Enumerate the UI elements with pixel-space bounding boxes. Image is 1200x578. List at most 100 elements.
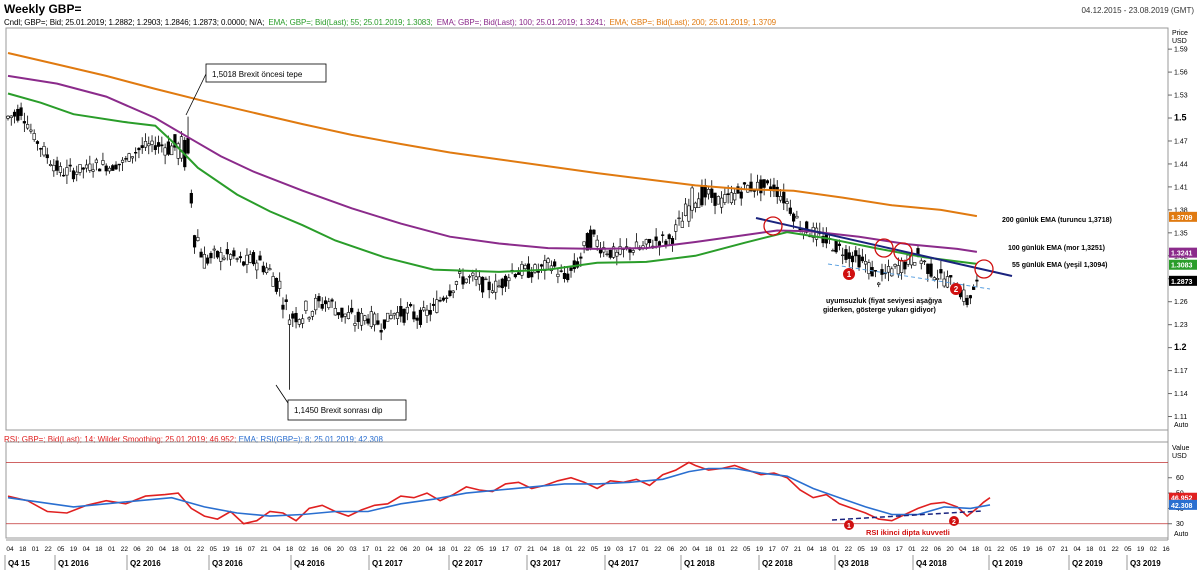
candle-body (893, 264, 897, 267)
candle-body (582, 241, 586, 246)
rsi-badge-label: 46.952 (1171, 496, 1193, 503)
x-day-tick-label: 01 (642, 546, 650, 553)
candle-body (706, 188, 711, 195)
x-day-tick-label: 18 (553, 546, 561, 553)
candle-body (674, 224, 678, 232)
x-day-tick-label: 01 (908, 546, 916, 553)
candle-body (248, 254, 252, 263)
candle-body (81, 167, 85, 170)
candle-body (189, 192, 193, 204)
rsi-auto-label[interactable]: Auto (1174, 531, 1189, 538)
candle-body (968, 295, 972, 299)
divergence-annotation-2: giderken, gösterge yukarı gidiyor) (823, 307, 936, 314)
rsi-series-line (7, 461, 991, 525)
candle-body (975, 279, 979, 282)
candle-body (533, 264, 537, 273)
candle-body (143, 141, 148, 148)
x-day-tick-label: 16 (235, 546, 243, 553)
x-day-tick-label: 20 (337, 546, 345, 553)
candle-body (225, 249, 229, 255)
candle-body (16, 108, 20, 121)
x-axis: 04 18 01 22 05 19 04 18 01 22 06 20 04 18 01 22 05 19 16 07… (4, 539, 1170, 570)
candle-body (179, 136, 184, 159)
x-day-tick-label: 18 (95, 546, 103, 553)
candle-body (297, 319, 301, 325)
ema55-info: EMA; GBP=; Bid(Last); 55; 25.01.2019; 1.… (268, 18, 433, 27)
candle-body (422, 307, 426, 311)
candle-body (841, 254, 845, 257)
x-day-tick-label: 06 (324, 546, 332, 553)
candle-body (42, 146, 46, 156)
candle-body (913, 262, 917, 266)
candle-body (261, 265, 265, 273)
divergence-annotation-1: uyumsuzluk (fiyat seviyesi aşağıya (826, 298, 942, 305)
price-badge-label: 1.3709 (1171, 215, 1193, 222)
x-day-tick-label: 16 (1035, 546, 1043, 553)
candle-body (39, 148, 43, 150)
x-day-tick-label: 20 (680, 546, 688, 553)
candle-body (932, 277, 936, 281)
price-axis: Price USD Auto 1.59 1.56 1.53 1.5 1.47 1.44 1.… (1172, 30, 1189, 429)
candle-body (605, 253, 609, 256)
candle-body (579, 256, 583, 259)
price-tick-label: 1.38 (1174, 207, 1188, 214)
candle-body (520, 263, 524, 276)
candle-body (615, 252, 619, 257)
ema200-info: EMA; GBP=; Bid(Last); 200; 25.01.2019; 1… (609, 18, 777, 27)
x-day-tick-label: 06 (667, 546, 675, 553)
x-day-tick-label: 05 (57, 546, 65, 553)
price-auto-label[interactable]: Auto (1174, 422, 1189, 429)
candles (6, 102, 979, 390)
x-day-tick-label: 17 (502, 546, 510, 553)
candle-body (373, 313, 377, 326)
candle-body (507, 277, 511, 282)
candle-body (405, 306, 409, 314)
candle-body (880, 269, 884, 275)
candle-body (814, 227, 819, 240)
touch-circle-1 (763, 216, 783, 236)
price-info-line: Cndl; GBP=; Bid; 25.01.2019; 1.2882; 1.2… (4, 18, 778, 27)
ema-line-ema-55 (7, 92, 978, 273)
x-day-tick-label: 22 (387, 546, 395, 553)
candle-body (942, 278, 946, 287)
divergence-price-line (827, 263, 991, 290)
candle-body (729, 192, 734, 204)
candle-body (471, 272, 475, 276)
candle-body (196, 237, 200, 241)
x-day-tick-label: 21 (1061, 546, 1069, 553)
candle-body (844, 249, 848, 260)
candle-body (310, 311, 315, 317)
rsi-unit: USD (1172, 453, 1187, 460)
touch-circle-4 (974, 259, 994, 279)
candle-body (438, 300, 442, 302)
x-day-tick-label: 05 (210, 546, 218, 553)
x-day-tick-label: 07 (781, 546, 789, 553)
price-tick-label: 1.56 (1174, 70, 1188, 77)
peak-label: 1,5018 Brexit öncesi tepe (212, 70, 303, 79)
x-day-tick-label: 22 (1112, 546, 1120, 553)
candle-body (873, 270, 878, 272)
candle-body (467, 276, 472, 278)
x-day-tick-label: 22 (44, 546, 52, 553)
x-day-tick-label: 07 (248, 546, 256, 553)
candle-body (962, 289, 966, 302)
x-quarter-label: Q2 2017 (452, 559, 483, 568)
marker-2-rsi-text: 2 (952, 519, 956, 526)
x-day-tick-label: 19 (756, 546, 764, 553)
x-day-tick-label: 18 (19, 546, 27, 553)
candle-body (32, 133, 36, 140)
candle-body (566, 273, 570, 281)
rsi-badge-label: 42.308 (1171, 503, 1193, 510)
candle-body (12, 111, 17, 117)
candle-body (160, 144, 164, 147)
candle-body (877, 282, 881, 285)
x-day-tick-label: 04 (273, 546, 281, 553)
candle-body (6, 115, 10, 119)
candle-body (687, 205, 691, 222)
x-quarter-label: Q1 2016 (58, 559, 89, 568)
candle-body (215, 250, 220, 258)
rsi-info-line: RSI; GBP=; Bid(Last); 14; Wilder Smoothi… (4, 435, 383, 444)
peak-leader-line (185, 73, 207, 116)
candle-body (114, 164, 118, 170)
